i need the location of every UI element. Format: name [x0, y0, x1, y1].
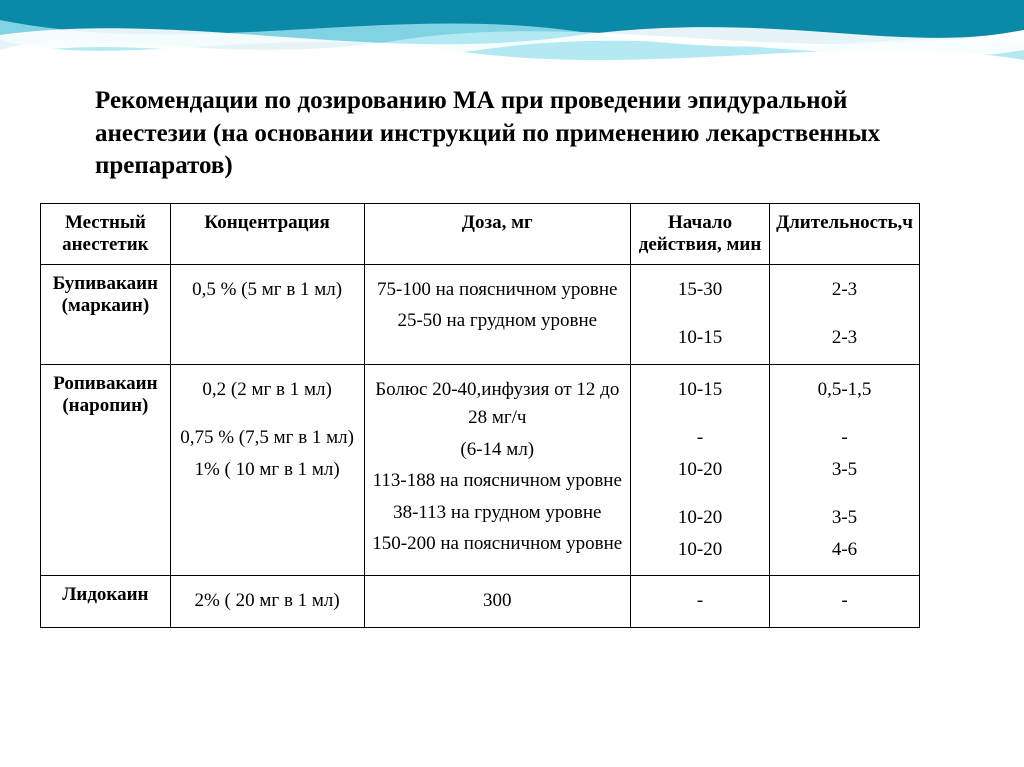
header-dose: Доза, мг — [364, 203, 631, 264]
cell-duration: 2-3 2-3 — [770, 264, 920, 364]
dosage-table: Местный анестетик Концентрация Доза, мг … — [40, 203, 920, 628]
cell-duration: - — [770, 576, 920, 628]
cell-anesthetic: Ропивакаин (наропин) — [41, 364, 171, 576]
table-row: Бупивакаин (маркаин) 0,5 % (5 мг в 1 мл)… — [41, 264, 920, 364]
table-row: Ропивакаин (наропин) 0,2 (2 мг в 1 мл) 0… — [41, 364, 920, 576]
header-duration: Длительность,ч — [770, 203, 920, 264]
cell-concentration: 0,2 (2 мг в 1 мл) 0,75 % (7,5 мг в 1 мл)… — [170, 364, 364, 576]
cell-anesthetic: Лидокаин — [41, 576, 171, 628]
cell-dose: 75-100 на поясничном уровне 25-50 на гру… — [364, 264, 631, 364]
cell-concentration: 0,5 % (5 мг в 1 мл) — [170, 264, 364, 364]
cell-concentration: 2% ( 20 мг в 1 мл) — [170, 576, 364, 628]
header-concentration: Концентрация — [170, 203, 364, 264]
header-anesthetic: Местный анестетик — [41, 203, 171, 264]
cell-dose: 300 — [364, 576, 631, 628]
table-row: Лидокаин 2% ( 20 мг в 1 мл) 300 - - — [41, 576, 920, 628]
cell-anesthetic: Бупивакаин (маркаин) — [41, 264, 171, 364]
slide-title: Рекомендации по дозированию МА при прове… — [95, 85, 964, 183]
cell-onset: 15-30 10-15 — [631, 264, 770, 364]
cell-onset: - — [631, 576, 770, 628]
cell-duration: 0,5-1,5 - 3-5 3-5 4-6 — [770, 364, 920, 576]
cell-dose: Болюс 20-40,инфузия от 12 до 28 мг/ч (6-… — [364, 364, 631, 576]
cell-onset: 10-15 - 10-20 10-20 10-20 — [631, 364, 770, 576]
header-onset: Начало действия, мин — [631, 203, 770, 264]
table-header-row: Местный анестетик Концентрация Доза, мг … — [41, 203, 920, 264]
